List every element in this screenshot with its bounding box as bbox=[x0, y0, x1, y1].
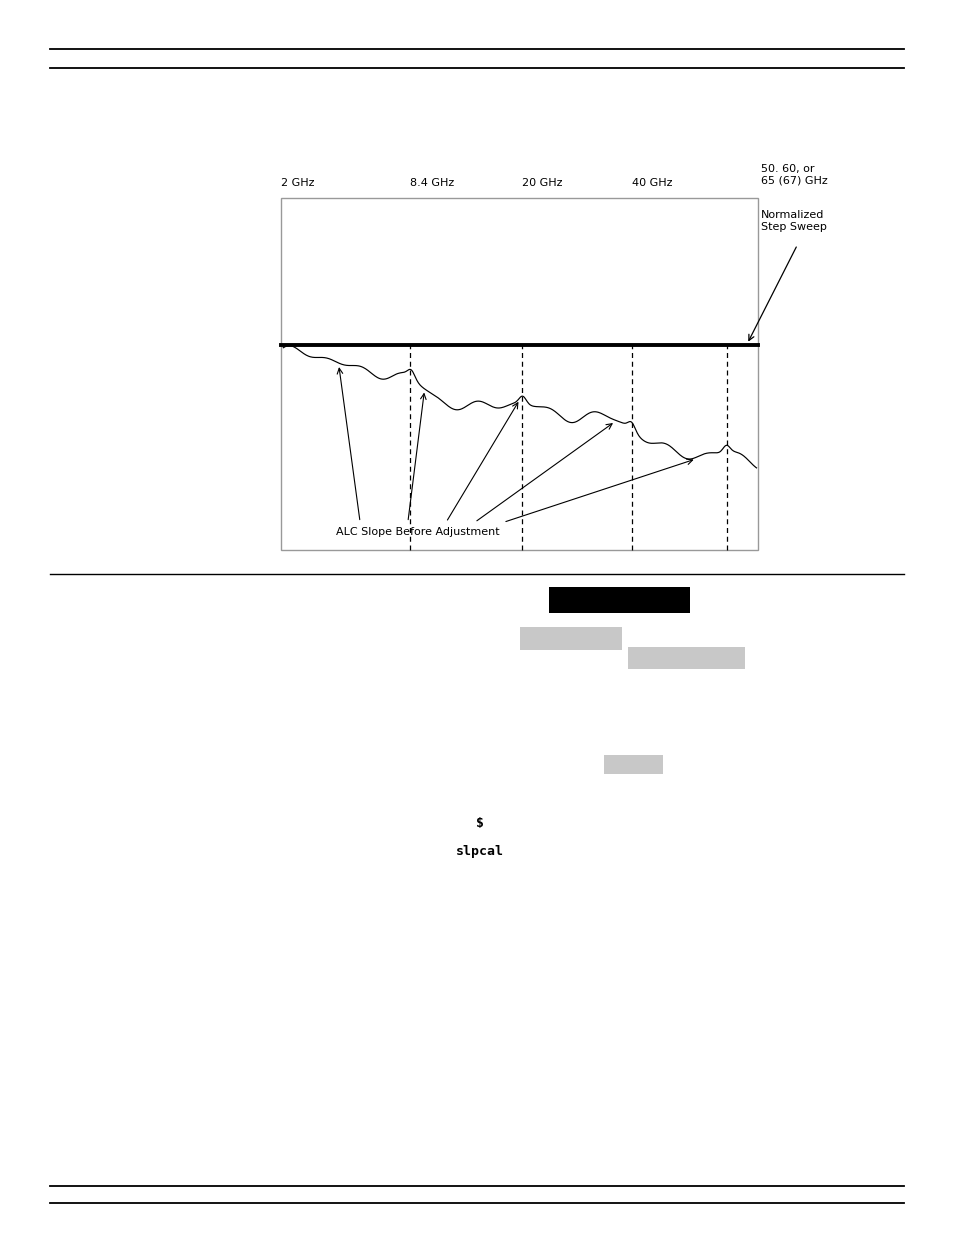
Bar bbox=[603, 755, 662, 774]
Text: slpcal: slpcal bbox=[456, 845, 503, 858]
Bar bbox=[548, 587, 689, 613]
Bar bbox=[627, 647, 744, 669]
Text: 20 GHz: 20 GHz bbox=[522, 178, 562, 188]
Text: Normalized
Step Sweep: Normalized Step Sweep bbox=[760, 210, 826, 231]
Text: 2 GHz: 2 GHz bbox=[281, 178, 314, 188]
Text: ALC Slope Before Adjustment: ALC Slope Before Adjustment bbox=[335, 527, 498, 537]
Text: 8.4 GHz: 8.4 GHz bbox=[410, 178, 454, 188]
Text: 50. 60, or
65 (67) GHz: 50. 60, or 65 (67) GHz bbox=[760, 164, 827, 185]
Text: 40 GHz: 40 GHz bbox=[631, 178, 672, 188]
Text: $: $ bbox=[476, 816, 483, 830]
Bar bbox=[281, 198, 758, 550]
Bar bbox=[519, 627, 621, 650]
